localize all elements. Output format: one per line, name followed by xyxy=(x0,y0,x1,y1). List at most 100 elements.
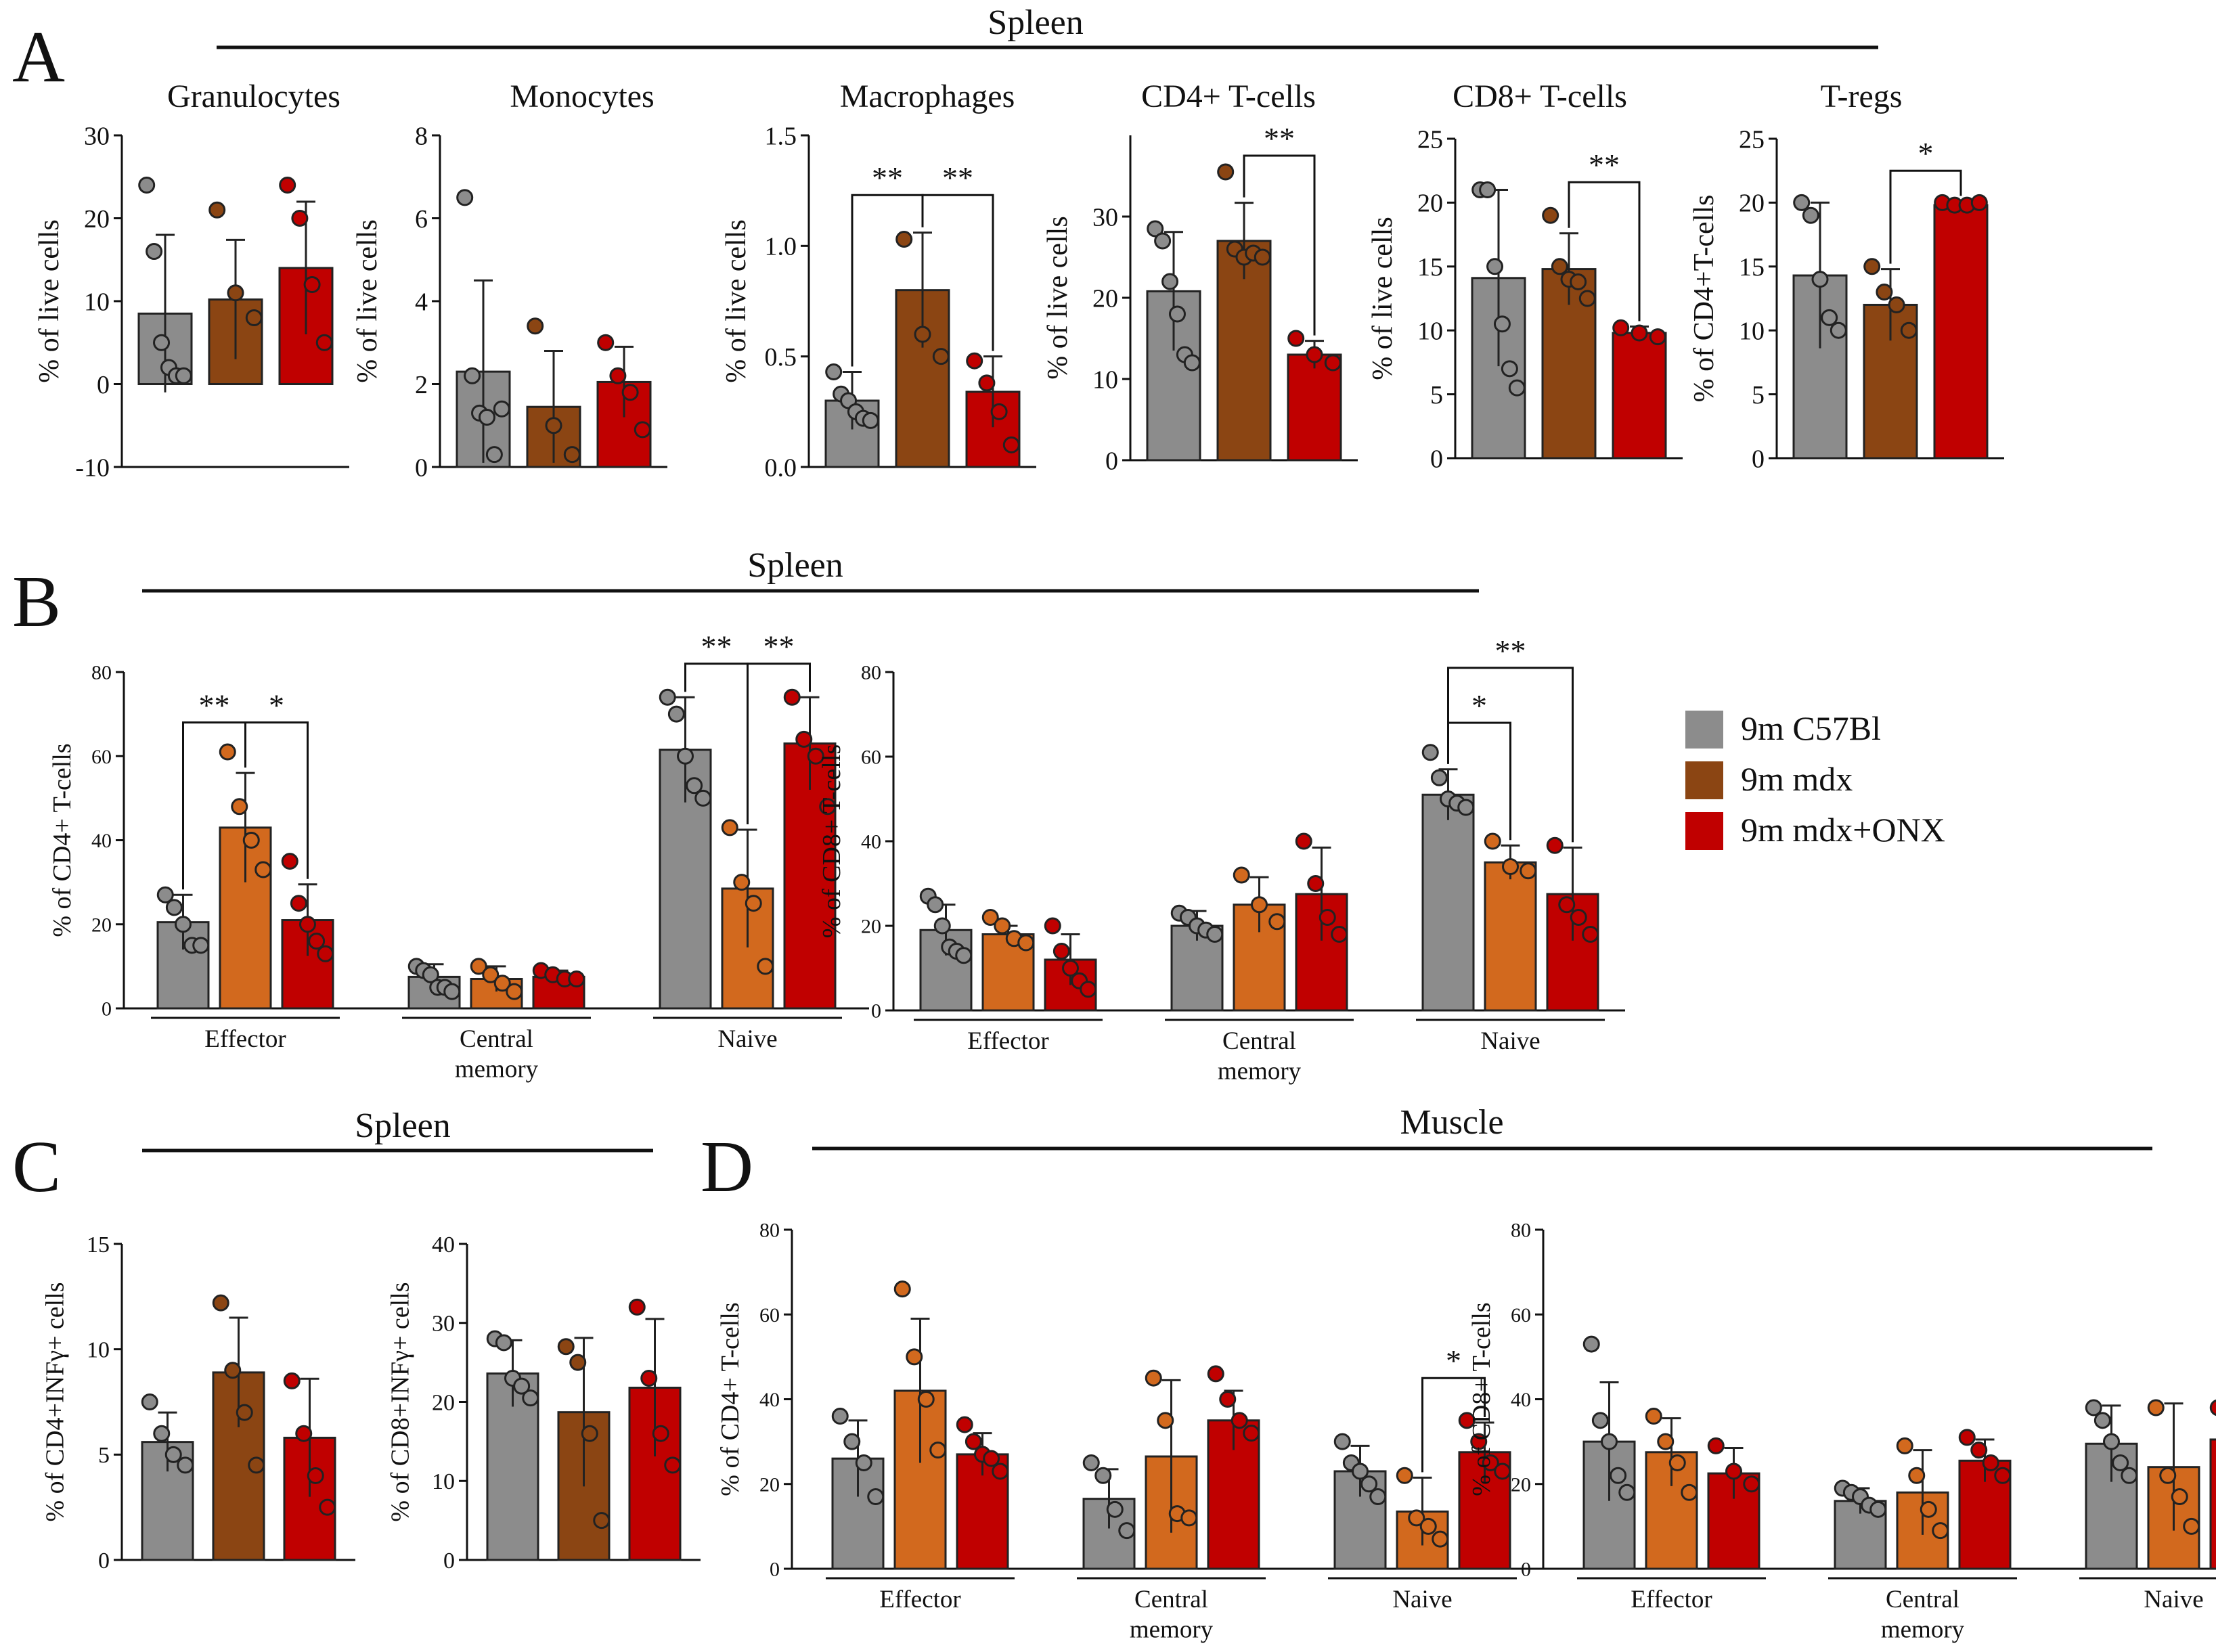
data-point xyxy=(1888,296,1905,313)
data-point xyxy=(177,1456,194,1474)
x-tick-label-line: Naive xyxy=(717,1025,777,1053)
data-point xyxy=(843,1433,861,1450)
data-point xyxy=(1811,271,1829,288)
data-point xyxy=(1601,1433,1618,1450)
data-point xyxy=(686,777,703,795)
y-tick-label: 0 xyxy=(1521,1559,1531,1581)
significance-label: ** xyxy=(199,688,230,723)
data-point xyxy=(1612,319,1630,336)
chart-title: Granulocytes xyxy=(167,79,340,114)
legend-swatch-onx xyxy=(1685,812,1723,850)
data-point xyxy=(1360,1475,1378,1493)
data-point xyxy=(914,326,931,343)
data-point xyxy=(1219,1391,1237,1408)
data-point xyxy=(153,334,171,351)
y-tick-label: 0 xyxy=(871,1000,881,1023)
data-point xyxy=(757,958,774,975)
data-point xyxy=(795,730,813,748)
data-point xyxy=(1147,220,1164,238)
data-point xyxy=(634,421,651,439)
data-point xyxy=(569,1354,587,1371)
significance-label: ** xyxy=(1495,633,1526,668)
data-point xyxy=(906,1348,923,1366)
data-point xyxy=(1725,1463,1742,1480)
data-point xyxy=(783,688,801,706)
data-point xyxy=(224,1362,242,1379)
data-point xyxy=(1052,943,1070,960)
data-point xyxy=(1183,354,1201,372)
data-point xyxy=(1168,305,1186,323)
y-tick-label: 80 xyxy=(759,1220,780,1242)
y-tick-label: 80 xyxy=(861,662,881,684)
y-tick-label: 60 xyxy=(1511,1304,1531,1326)
y-tick-label: 8 xyxy=(415,122,428,150)
y-tick-label: 4 xyxy=(415,288,428,316)
data-point xyxy=(1542,206,1559,224)
y-tick-label: 2 xyxy=(415,371,428,399)
significance-bracket xyxy=(1447,667,1574,843)
data-point xyxy=(2121,1467,2138,1484)
x-tick-label-line: Central xyxy=(460,1025,533,1053)
data-point xyxy=(862,411,879,429)
y-axis-label: % of live cells xyxy=(721,219,752,382)
data-point xyxy=(317,945,334,962)
data-point xyxy=(895,231,913,248)
bar xyxy=(2209,1438,2216,1570)
data-point xyxy=(855,1454,872,1471)
data-point xyxy=(745,895,762,912)
y-axis-label: % of CD4+INFγ+ cells xyxy=(41,1282,69,1521)
x-tick-label: Central memory xyxy=(1881,1586,1965,1643)
chart-a1: Granulocytes -10 0 10 20 30 % of live cells xyxy=(34,79,349,482)
y-tick-label: 5 xyxy=(1430,381,1443,409)
data-point xyxy=(1470,1433,1488,1450)
data-point xyxy=(175,367,192,384)
data-point xyxy=(1802,206,1819,224)
data-point xyxy=(932,348,950,365)
y-tick-label: 20 xyxy=(91,914,112,936)
bar xyxy=(1612,332,1667,460)
data-point xyxy=(1094,1467,1112,1484)
significance-label: ** xyxy=(872,160,903,195)
y-tick-label: 15 xyxy=(87,1232,110,1257)
data-point xyxy=(1582,1335,1600,1353)
data-point xyxy=(733,874,751,891)
data-point xyxy=(1154,232,1172,250)
y-axis-label: % of CD8+INFγ+ cells xyxy=(386,1282,414,1521)
data-point xyxy=(146,243,163,260)
y-tick-label: 20 xyxy=(432,1390,455,1415)
legend-label-c57: 9m C57Bl xyxy=(1741,709,1881,747)
data-point xyxy=(1432,1530,1449,1548)
x-tick-label-line: Effector xyxy=(204,1025,286,1053)
data-point xyxy=(281,853,298,870)
data-point xyxy=(664,1456,682,1474)
significance-label: * xyxy=(1918,136,1934,171)
data-point xyxy=(138,177,156,194)
data-point xyxy=(295,1425,313,1442)
data-point xyxy=(1970,194,1988,211)
y-tick-label: 60 xyxy=(861,746,881,769)
bar xyxy=(1933,204,1989,460)
section-letter-b: B xyxy=(12,562,61,642)
data-point xyxy=(1900,321,1918,339)
data-point xyxy=(1707,1437,1725,1454)
data-point xyxy=(1551,258,1568,275)
data-point xyxy=(1920,1500,1937,1518)
data-point xyxy=(640,1369,658,1387)
data-point xyxy=(231,798,248,816)
data-point xyxy=(1502,858,1519,875)
significance-bracket xyxy=(1243,154,1316,336)
data-point xyxy=(245,309,263,326)
data-point xyxy=(1331,926,1348,943)
data-point xyxy=(1458,1412,1476,1429)
y-tick-label: 20 xyxy=(1511,1473,1531,1496)
data-point xyxy=(1044,917,1061,935)
data-point xyxy=(1017,934,1035,952)
y-tick-label: 30 xyxy=(432,1312,455,1337)
x-tick-label-line: Effector xyxy=(879,1586,961,1613)
data-point xyxy=(609,367,627,384)
chart-d2: 0 20 40 60 80 % of CD8+ T-cells Effector Centra… xyxy=(1467,1220,2216,1643)
chart-title: Monocytes xyxy=(510,79,654,114)
data-point xyxy=(1118,1522,1136,1540)
data-point xyxy=(677,747,694,765)
